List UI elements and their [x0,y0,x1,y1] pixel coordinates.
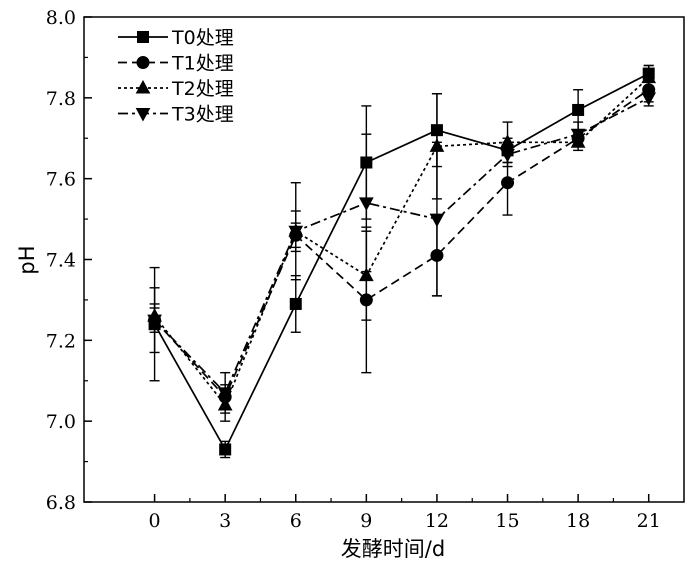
series-t1-marker [359,293,373,307]
series-t1-line [153,89,650,399]
series-t0-marker [360,156,373,169]
legend-item-t3-marker [135,108,151,122]
y-axis-label: pH [15,245,39,274]
series-t0-marker [501,144,514,157]
x-tick-label: 21 [637,510,661,532]
y-tick-label: 7.4 [46,250,76,272]
legend: T0处理 T1处理 T2处理 T3处理 [118,27,234,126]
y-tick-label: 7.6 [46,169,76,191]
series-t0-marker [430,124,443,137]
x-tick-label: 12 [425,510,449,532]
legend-item-t3: T3处理 [118,104,234,126]
y-tick-label: 7.0 [46,411,76,433]
series-t1-marker [289,228,303,242]
legend-item-t2: T2处理 [118,78,234,100]
y-tick-label: 6.8 [46,492,76,514]
x-tick-label: 15 [495,510,519,532]
legend-item-t2-label: T2处理 [171,78,234,100]
x-axis-label: 发酵时间/d [341,537,445,561]
series-t0-marker [642,67,655,80]
y-tick-label: 7.2 [46,330,76,352]
legend-item-t1-label: T1处理 [171,53,234,75]
legend-item-t1: T1处理 [118,53,234,75]
series-layer [147,64,657,459]
series-t3-line [153,97,650,395]
x-tick-label: 9 [360,510,372,532]
series-t1-marker [218,390,232,404]
series-t1-marker [430,248,444,262]
x-tick-label: 6 [290,510,302,532]
series-t0-marker [219,443,232,456]
series-t2-line [153,76,650,407]
legend-item-t2-marker [135,79,151,94]
series-t1-marker [571,131,585,145]
series-t0-marker [572,103,585,116]
y-axis: 6.8 7.0 7.2 7.4 7.6 7.8 8.0 [46,7,92,514]
x-axis: 0 3 6 9 12 15 18 21 [149,494,661,532]
x-tick-label: 0 [149,510,161,532]
series-t1-marker [642,83,656,97]
series-t0-line [153,72,650,452]
legend-item-t0-marker [137,31,149,43]
y-tick-label: 8.0 [46,7,76,29]
x-tick-label: 3 [219,510,231,532]
series-t0 [148,64,655,459]
series-t0-marker [148,318,161,331]
legend-item-t1-marker [136,56,150,69]
legend-item-t0: T0处理 [118,27,234,49]
x-tick-label: 18 [566,510,590,532]
series-t0-marker [289,297,302,310]
y-tick-label: 7.8 [46,88,76,110]
series-t1-marker [501,176,515,190]
legend-item-t0-label: T0处理 [171,27,234,49]
legend-item-t3-label: T3处理 [171,104,234,126]
